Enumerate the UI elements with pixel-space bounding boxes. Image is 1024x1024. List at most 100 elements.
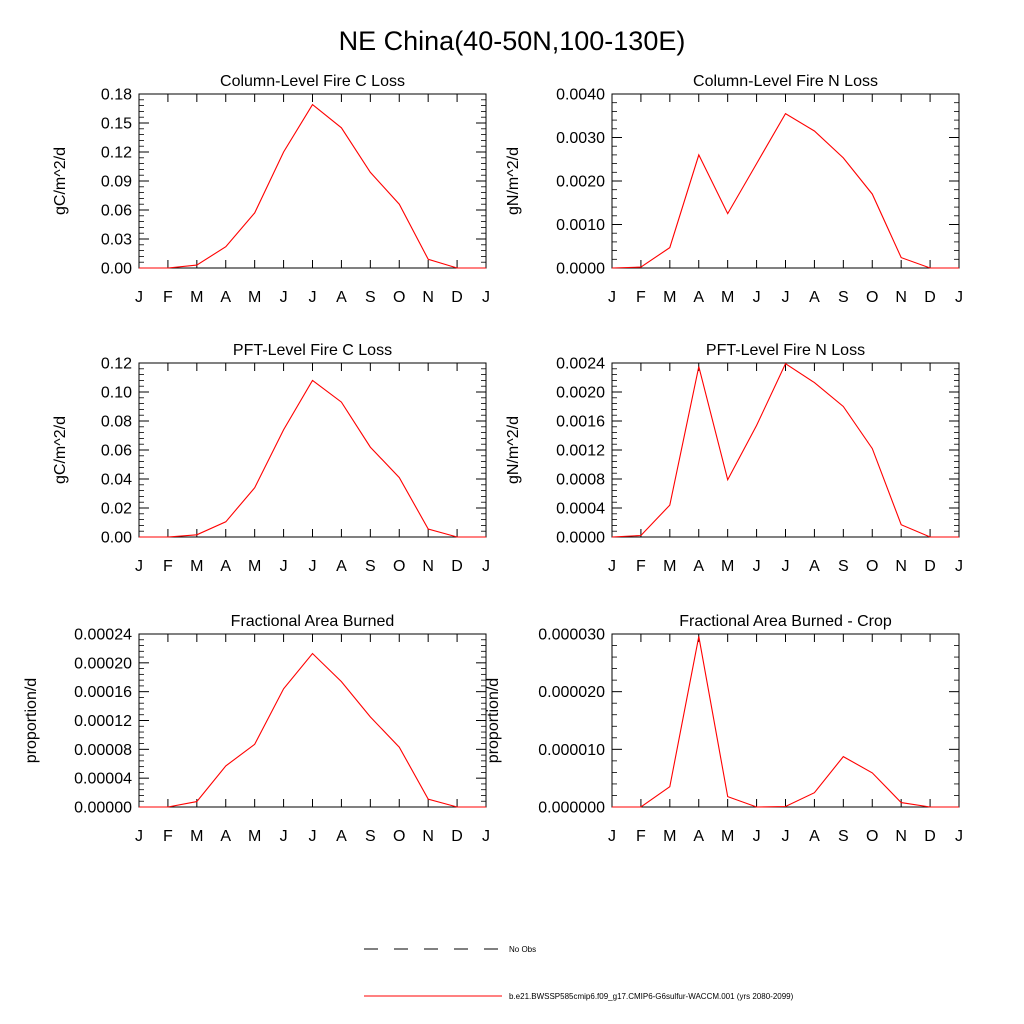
series-line <box>611 112 959 269</box>
y-tick-label: 0.15 <box>101 116 132 133</box>
x-tick-label: M <box>721 289 734 306</box>
panel-title: Column-Level Fire C Loss <box>220 73 405 90</box>
y-tick-label: 0.00020 <box>74 655 132 672</box>
x-tick-label: J <box>280 828 288 845</box>
chart-panel: Fractional Area Burned - Crop proportion/… <box>485 613 963 845</box>
y-tick-label: 0.04 <box>101 472 132 489</box>
x-tick-label: M <box>248 558 261 575</box>
x-tick-label: J <box>135 558 143 575</box>
y-tick-label: 0.00 <box>101 530 132 547</box>
x-tick-label: D <box>451 289 463 306</box>
x-tick-label: F <box>163 828 173 845</box>
x-tick-label: M <box>721 558 734 575</box>
x-tick-label: N <box>895 558 907 575</box>
series-line <box>139 652 486 808</box>
x-tick-label: J <box>135 289 143 306</box>
plot-frame <box>611 93 960 269</box>
x-tick-label: J <box>309 828 317 845</box>
y-tick-label: 0.0008 <box>556 472 605 489</box>
y-tick-label: 0.00004 <box>74 771 132 788</box>
y-tick-label: 0.000020 <box>538 684 605 701</box>
x-tick-label: M <box>248 289 261 306</box>
figure-title: NE China(40-50N,100-130E) <box>339 26 686 56</box>
plot-frame <box>138 633 487 808</box>
x-tick-label: J <box>955 558 963 575</box>
y-tick-label: 0.00008 <box>74 742 132 759</box>
y-tick-label: 0.12 <box>101 356 132 373</box>
x-tick-label: S <box>365 558 376 575</box>
x-tick-label: J <box>280 289 288 306</box>
x-tick-label: J <box>782 289 790 306</box>
y-tick-label: 0.00 <box>101 261 132 278</box>
y-axis-label: gN/m^2/d <box>505 147 522 215</box>
x-tick-label: J <box>608 558 616 575</box>
y-tick-label: 0.000010 <box>538 742 605 759</box>
y-tick-label: 0.18 <box>101 87 132 104</box>
x-tick-label: A <box>809 828 820 845</box>
x-tick-label: O <box>866 289 878 306</box>
x-tick-label: O <box>866 828 878 845</box>
x-tick-label: J <box>309 558 317 575</box>
legend-item: b.e21.BWSSP585cmip6.f09_g17.CMIP6-G6sulf… <box>364 992 794 1001</box>
y-tick-label: 0.00000 <box>74 800 132 817</box>
panel-title: Column-Level Fire N Loss <box>693 73 878 90</box>
y-tick-label: 0.09 <box>101 174 132 191</box>
figure-legend: No Obs b.e21.BWSSP585cmip6.f09_g17.CMIP6-… <box>364 945 794 1001</box>
x-tick-label: J <box>608 828 616 845</box>
x-tick-label: A <box>220 828 231 845</box>
x-tick-label: J <box>782 828 790 845</box>
x-tick-label: M <box>663 558 676 575</box>
panel-title: Fractional Area Burned - Crop <box>679 613 892 630</box>
x-tick-label: M <box>721 828 734 845</box>
y-tick-label: 0.08 <box>101 414 132 431</box>
series-line <box>612 636 959 808</box>
x-tick-label: A <box>809 289 820 306</box>
x-tick-label: D <box>924 828 936 845</box>
y-tick-label: 0.00024 <box>74 627 132 644</box>
x-tick-label: S <box>365 828 376 845</box>
x-tick-label: M <box>190 828 203 845</box>
x-tick-label: A <box>220 289 231 306</box>
x-tick-label: M <box>248 828 261 845</box>
x-tick-label: M <box>190 289 203 306</box>
panel-title: PFT-Level Fire N Loss <box>706 342 865 359</box>
y-tick-label: 0.0010 <box>556 217 605 234</box>
legend-label: No Obs <box>509 945 536 954</box>
x-tick-label: S <box>838 289 849 306</box>
x-tick-label: F <box>636 828 646 845</box>
y-tick-label: 0.0024 <box>556 356 605 373</box>
x-tick-label: N <box>422 289 434 306</box>
y-tick-label: 0.0020 <box>556 385 605 402</box>
x-tick-label: J <box>608 289 616 306</box>
x-tick-label: N <box>422 828 434 845</box>
x-tick-label: J <box>482 558 490 575</box>
y-axis-label: gN/m^2/d <box>505 416 522 484</box>
x-tick-label: J <box>309 289 317 306</box>
x-tick-label: A <box>693 828 704 845</box>
y-axis-label: gC/m^2/d <box>52 416 69 484</box>
x-tick-label: A <box>336 289 347 306</box>
y-tick-label: 0.10 <box>101 385 132 402</box>
y-tick-label: 0.000000 <box>538 800 605 817</box>
y-tick-label: 0.0000 <box>556 530 605 547</box>
x-tick-label: D <box>451 828 463 845</box>
x-tick-label: O <box>393 828 405 845</box>
x-tick-label: O <box>393 289 405 306</box>
x-tick-label: F <box>163 558 173 575</box>
x-tick-label: A <box>693 558 704 575</box>
x-tick-label: A <box>220 558 231 575</box>
x-tick-label: J <box>482 289 490 306</box>
y-tick-label: 0.0030 <box>556 130 605 147</box>
y-tick-label: 0.02 <box>101 501 132 518</box>
x-tick-label: S <box>838 558 849 575</box>
y-tick-label: 0.0020 <box>556 174 605 191</box>
x-tick-label: A <box>336 828 347 845</box>
series-line <box>139 103 486 269</box>
y-tick-label: 0.0040 <box>556 87 605 104</box>
y-axis-label: gC/m^2/d <box>52 147 69 215</box>
